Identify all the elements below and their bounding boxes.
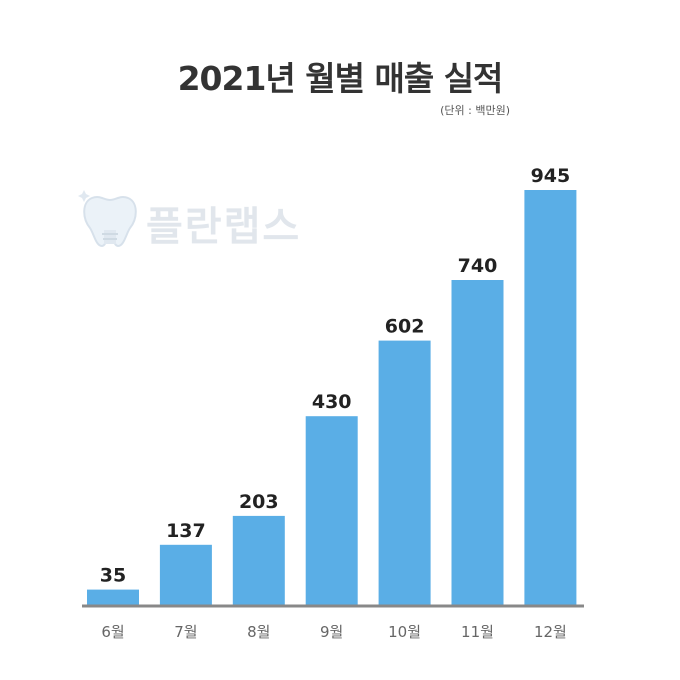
bar-11월 [451, 280, 504, 605]
bar-7월 [159, 544, 212, 605]
x-tick-label: 9월 [320, 623, 343, 641]
value-label: 35 [100, 565, 126, 587]
watermark-text: 플란랩스 [146, 204, 302, 250]
value-label: 137 [166, 520, 206, 542]
x-tick-label: 8월 [247, 623, 270, 641]
x-tick-label: 7월 [174, 623, 197, 641]
watermark-logo: 플란랩스 [78, 188, 338, 254]
x-tick-label: 6월 [101, 623, 124, 641]
bar-12월 [524, 190, 577, 605]
value-label: 740 [458, 255, 498, 277]
x-tick-label: 10월 [388, 623, 421, 641]
tooth-icon [78, 190, 137, 248]
value-label: 430 [312, 391, 352, 413]
x-tick-label: 11월 [461, 623, 494, 641]
bar-9월 [305, 416, 358, 605]
value-label: 602 [385, 316, 425, 338]
bar-8월 [232, 515, 285, 605]
value-label: 203 [239, 491, 279, 513]
chart-title: 2021년 월별 매출 실적 [177, 59, 504, 98]
x-tick-label: 12월 [534, 623, 567, 641]
unit-note: (단위 : 백만원) [440, 104, 510, 117]
bar-6월 [87, 589, 139, 605]
value-label: 945 [531, 165, 571, 187]
bar-10월 [378, 340, 431, 605]
